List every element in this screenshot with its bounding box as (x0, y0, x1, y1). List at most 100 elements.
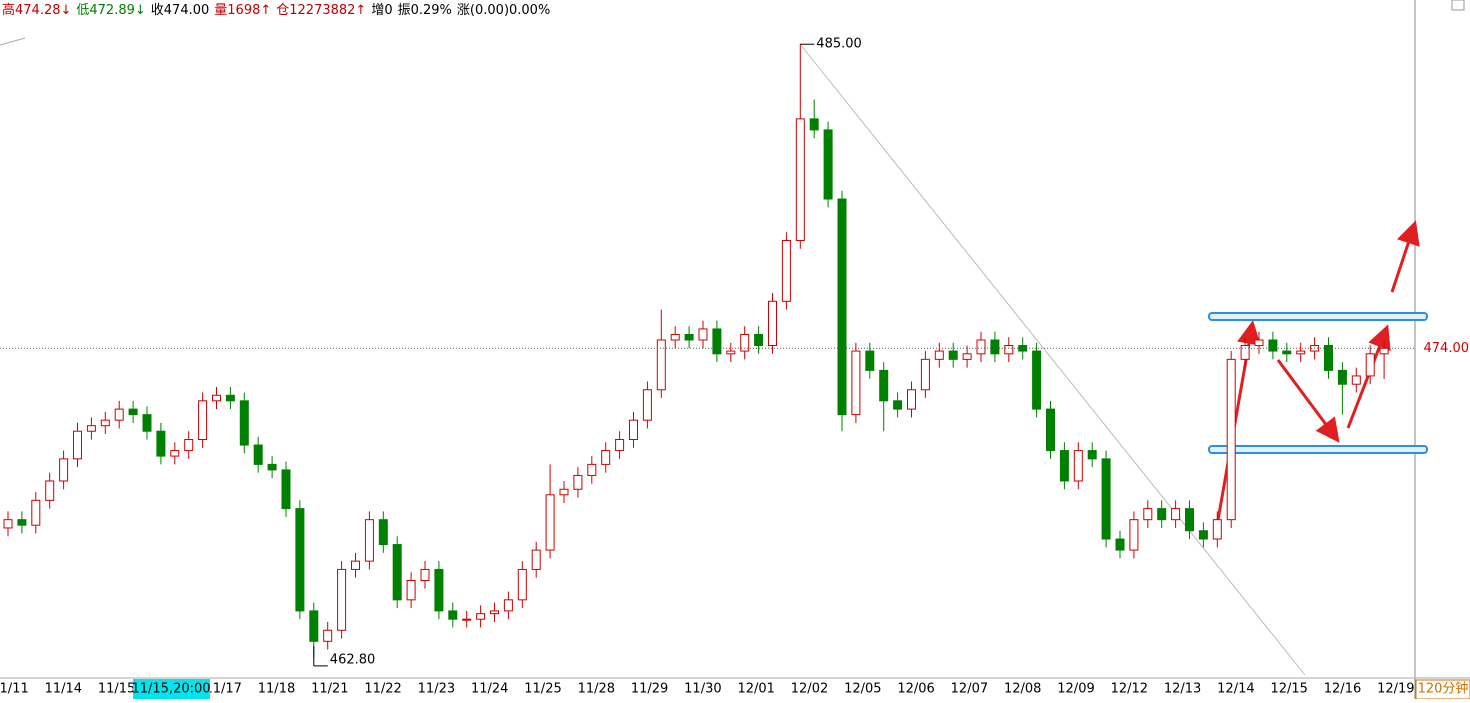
candle-body (59, 458, 69, 482)
candle-body (1351, 375, 1361, 385)
x-tick-label: 11/28 (578, 682, 615, 697)
header-item: 收474.00 (151, 3, 210, 18)
candle-body (142, 414, 152, 432)
arrow (1346, 324, 1391, 429)
candle-body (907, 389, 916, 410)
candle-body (1129, 519, 1139, 551)
candle-body (3, 519, 13, 529)
x-tick-label: 11/18 (258, 682, 295, 697)
candle-body (490, 610, 499, 615)
x-tick-label: 12/06 (897, 682, 934, 697)
max-label: 485.00 (816, 37, 862, 52)
candle-body (1268, 339, 1278, 352)
candle-body (448, 610, 458, 620)
x-tick-label: 11/29 (631, 682, 668, 697)
candle-body (1087, 450, 1097, 460)
candle-body (1226, 358, 1236, 521)
candle-body (656, 339, 666, 391)
candle-body (73, 430, 82, 460)
cursor-label: 11/15,20:00 (131, 682, 210, 697)
header-item: 低472.89↓ (76, 3, 145, 18)
candle-body (1212, 519, 1222, 540)
candle-body (726, 350, 736, 355)
header-item: 振0.29% (398, 3, 452, 18)
candle-body (100, 419, 110, 427)
candle-body (990, 339, 1000, 355)
candle-body (1171, 508, 1181, 521)
candle-body (212, 394, 221, 402)
candle-body (601, 450, 611, 465)
x-tick-label: 11/25 (524, 682, 561, 697)
candle-body (1101, 458, 1111, 540)
arrow (1276, 359, 1340, 443)
x-tick-label: 12/09 (1057, 682, 1094, 697)
candle-body (337, 568, 347, 631)
candle-body (434, 568, 444, 612)
x-tick-label: 12/19 (1377, 682, 1414, 697)
candle-body (170, 450, 180, 457)
candle-body (1143, 508, 1153, 521)
x-tick-label: 11/22 (364, 682, 401, 697)
candle-body (351, 560, 360, 570)
candle-body (1073, 450, 1083, 482)
candle-body (267, 463, 277, 471)
candle-body (920, 358, 930, 391)
x-tick-label: 12/07 (951, 682, 988, 697)
channel-top (1208, 312, 1428, 321)
x-tick-label: 11/17 (204, 682, 241, 697)
candle-body (712, 328, 722, 355)
header: 高474.28↓ 低472.89↓ 收474.00 量1698↑ 仓12273882↑ 增… (2, 2, 550, 18)
candle-body (114, 408, 124, 421)
candle-body (420, 568, 430, 581)
candle-body (698, 328, 708, 341)
candle-body (1365, 353, 1375, 377)
x-tick-label: 12/12 (1111, 682, 1148, 697)
candle-body (642, 389, 652, 421)
candle-body (1115, 538, 1125, 551)
channel-bottom (1208, 445, 1428, 454)
candle-body (323, 629, 333, 642)
candle-body (1032, 350, 1042, 410)
candle-body (309, 610, 319, 642)
candle-body (893, 400, 903, 410)
candle-body (809, 118, 819, 131)
candle-body (1157, 508, 1167, 521)
x-tick-label: 12/01 (737, 682, 774, 697)
candle-body (851, 350, 861, 416)
candle-body (865, 350, 875, 371)
plot (3, 44, 1389, 658)
x-tick-label: 12/14 (1217, 682, 1254, 697)
candle-body (1046, 408, 1055, 452)
candle-body (545, 494, 555, 551)
x-tick-label: 12/08 (1004, 682, 1041, 697)
candle-body (1018, 345, 1028, 352)
candle-body (364, 519, 374, 562)
x-tick-label: 12/13 (1164, 682, 1201, 697)
candle-body (1240, 345, 1250, 360)
x-tick-label: 11/11 (0, 682, 29, 697)
candle-body (184, 439, 194, 452)
candle-body (1324, 345, 1333, 371)
candle-body (934, 350, 944, 360)
header-item: 仓12273882↑ (276, 3, 366, 18)
candle-body (587, 463, 597, 476)
candle-body (1004, 345, 1014, 355)
trend-line (799, 43, 1306, 676)
candle-body (684, 333, 694, 341)
x-tick-label: 11/24 (471, 682, 508, 697)
x-tick-label: 11/14 (45, 682, 82, 697)
candle-body (879, 369, 889, 402)
cursor-box (133, 679, 210, 699)
candle-body (1296, 350, 1306, 355)
candle-body (225, 394, 235, 402)
candle-body (156, 430, 166, 457)
x-tick-label: 11/23 (418, 682, 455, 697)
candle-body (45, 480, 55, 501)
x-tick-label: 11/30 (684, 682, 721, 697)
candle-body (378, 519, 388, 546)
candle-body (1059, 450, 1069, 482)
candle-body (198, 400, 208, 441)
candle-body (615, 439, 625, 452)
